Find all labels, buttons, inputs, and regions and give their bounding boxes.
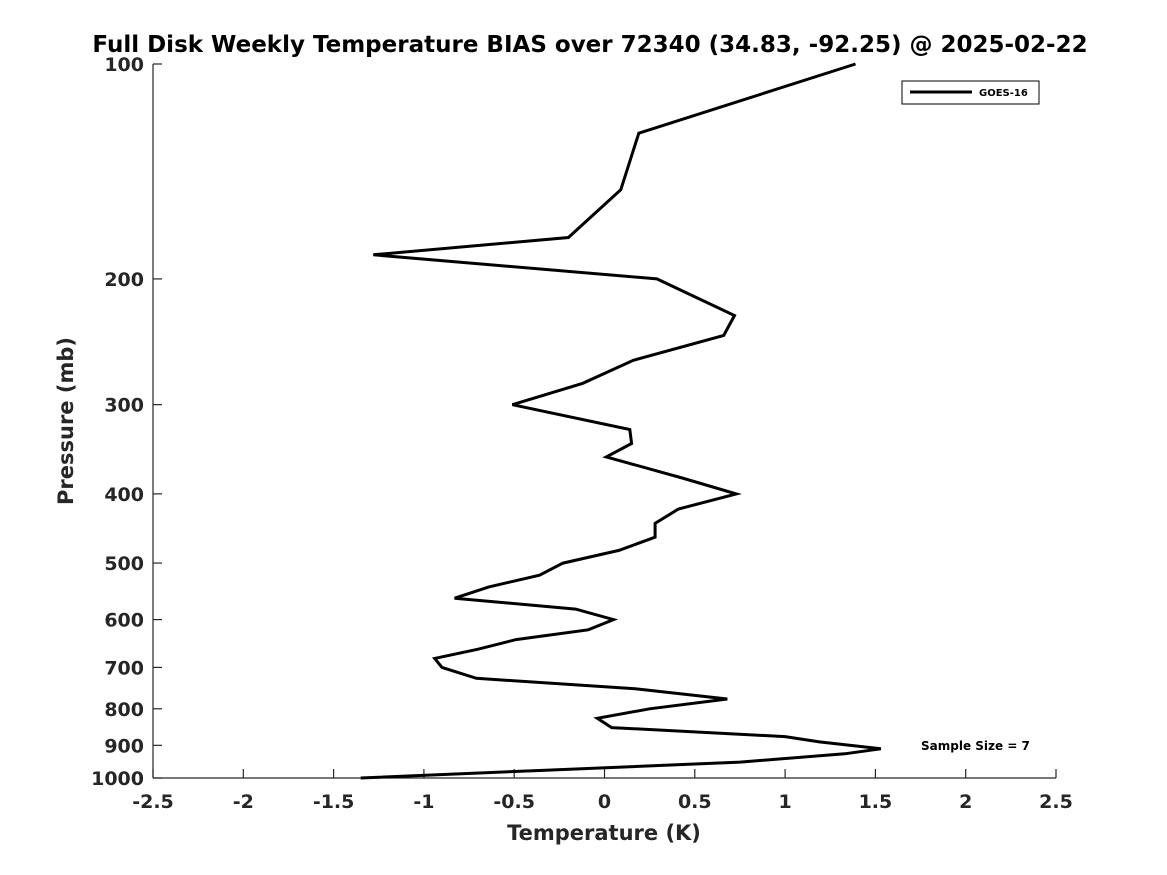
legend: GOES-16 — [901, 80, 1040, 105]
x-tick-label: -0.5 — [493, 791, 535, 813]
y-tick-label: 200 — [104, 269, 144, 291]
y-tick-label: 400 — [104, 484, 144, 506]
y-tick-label: 600 — [104, 610, 144, 632]
legend-label-goes-16: GOES-16 — [979, 88, 1028, 99]
x-tick-label: 1 — [778, 791, 791, 813]
x-tick-label: -1 — [413, 791, 434, 813]
x-tick-label: -2.5 — [132, 791, 174, 813]
y-axis-ticks: 100 200 300 400 500 600 700 800 900 1000 — [91, 54, 162, 790]
x-tick-label: -2 — [233, 791, 254, 813]
x-tick-label: 0.5 — [678, 791, 712, 813]
y-tick-label: 900 — [104, 735, 144, 757]
x-axis-ticks: -2.5 -2 -1.5 -1 -0.5 0 0.5 1 1.5 2 2.5 — [132, 769, 1073, 813]
x-tick-label: -1.5 — [313, 791, 355, 813]
y-tick-label: 700 — [104, 657, 144, 679]
sample-size-annotation: Sample Size = 7 — [921, 739, 1030, 753]
x-axis-label: Temperature (K) — [507, 821, 701, 845]
y-tick-label: 300 — [104, 395, 144, 417]
x-tick-label: 1.5 — [859, 791, 893, 813]
x-tick-label: 2.5 — [1039, 791, 1073, 813]
y-axis-label: Pressure (mb) — [54, 337, 78, 505]
x-tick-label: 2 — [959, 791, 972, 813]
y-tick-label: 1000 — [91, 768, 144, 790]
x-tick-label: 0 — [598, 791, 611, 813]
series-line-goes-16 — [360, 62, 882, 780]
y-tick-label: 800 — [104, 699, 144, 721]
y-tick-label: 500 — [104, 553, 144, 575]
chart-title: Full Disk Weekly Temperature BIAS over 7… — [92, 32, 1087, 58]
y-tick-label: 100 — [104, 54, 144, 76]
